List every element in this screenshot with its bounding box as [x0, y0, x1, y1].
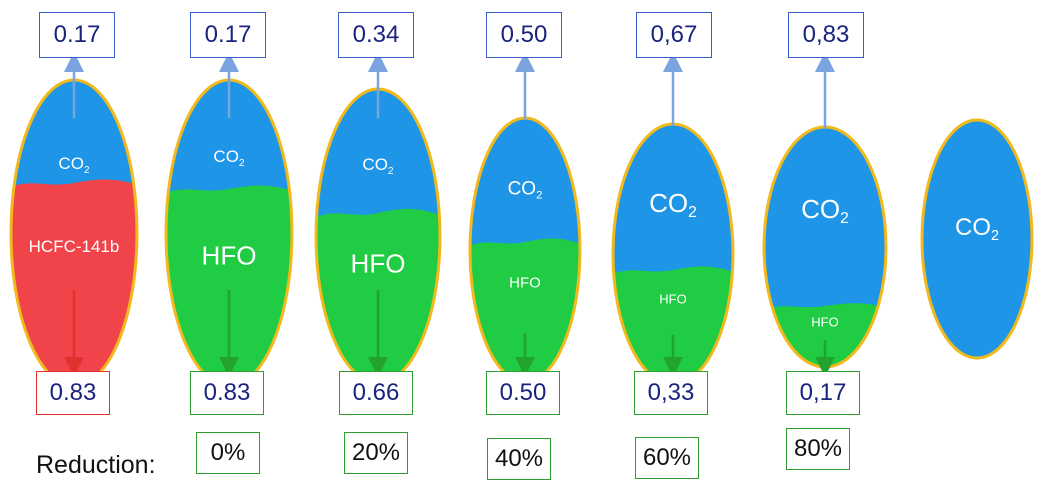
- reduction-box-5: 60%: [635, 437, 699, 479]
- reduction-box-2: 0%: [196, 432, 260, 474]
- co2-share-value-6: 0,83: [802, 21, 850, 48]
- co2-label-7: CO2: [955, 214, 999, 244]
- other-label-1: HCFC-141b: [29, 237, 120, 257]
- hfo-share-box-5: 0,33: [634, 371, 708, 415]
- reduction-label: Reduction:: [36, 451, 156, 479]
- reduction-box-6: 80%: [786, 428, 850, 470]
- co2-share-value-5: 0,67: [650, 21, 698, 48]
- reduction-value-5: 60%: [642, 444, 692, 471]
- co2-share-value-1: 0.17: [53, 21, 101, 48]
- hfo-share-box-4: 0.50: [486, 371, 560, 415]
- co2-share-value-2: 0.17: [204, 21, 252, 48]
- other-label-text-1: HCFC-141b: [28, 237, 120, 256]
- other-label-text-2: HFO: [201, 240, 257, 271]
- reduction-box-4: 40%: [487, 438, 551, 480]
- co2-share-box-1: 0.17: [39, 12, 115, 58]
- other-label-6: HFO: [811, 315, 838, 330]
- co2-label-5: CO2: [649, 188, 697, 222]
- hfo-share-value-6: 0,17: [799, 379, 847, 406]
- hfo-share-box-6: 0,17: [786, 371, 860, 415]
- co2-label-sub-7: 2: [990, 228, 1000, 245]
- co2-label-text-7: CO: [954, 213, 991, 241]
- co2-label-4: CO2: [508, 179, 543, 202]
- co2-label-text-3: CO: [362, 155, 388, 175]
- reduction-value-2: 0%: [210, 439, 246, 466]
- hfo-share-value-2: 0.83: [203, 379, 251, 406]
- co2-label-text-4: CO: [507, 178, 537, 200]
- co2-share-value-4: 0.50: [500, 21, 548, 48]
- hcfc-share-box: 0.83: [36, 371, 110, 415]
- co2-fill-7: [922, 120, 1032, 358]
- co2-label-3: CO2: [362, 155, 393, 177]
- reduction-value-4: 40%: [494, 445, 544, 472]
- blend-fill-1: [11, 179, 137, 386]
- co2-label-sub-5: 2: [688, 204, 697, 222]
- other-label-text-5: HFO: [659, 291, 687, 307]
- reduction-value-6: 80%: [793, 435, 843, 462]
- blend-fill-5: [613, 266, 733, 384]
- other-label-text-3: HFO: [350, 248, 406, 279]
- ellipse-outline-7: [920, 118, 1034, 360]
- other-label-3: HFO: [351, 249, 406, 280]
- co2-label-1: CO2: [58, 154, 89, 176]
- hfo-share-value-3: 0.66: [352, 379, 400, 406]
- other-label-2: HFO: [202, 241, 257, 272]
- co2-share-box-3: 0.34: [338, 12, 414, 58]
- co2-label-sub-3: 2: [387, 165, 394, 177]
- co2-share-box-2: 0.17: [190, 12, 266, 58]
- hfo-share-value-5: 0,33: [647, 379, 695, 406]
- co2-label-text-1: CO: [58, 154, 84, 174]
- other-label-text-6: HFO: [811, 314, 839, 330]
- co2-share-box-4: 0.50: [486, 12, 562, 58]
- co2-label-text-2: CO: [213, 147, 239, 167]
- co2-label-sub-4: 2: [536, 189, 543, 202]
- hfo-share-box-2: 0.83: [190, 371, 264, 415]
- reduction-value-3: 20%: [351, 439, 401, 466]
- hfo-share-value-4: 0.50: [499, 379, 547, 406]
- co2-label-sub-2: 2: [238, 157, 245, 169]
- other-label-text-4: HFO: [509, 274, 541, 292]
- co2-label-text-5: CO: [649, 187, 689, 218]
- reduction-box-3: 20%: [344, 432, 408, 474]
- co2-share-value-3: 0.34: [352, 21, 400, 48]
- other-label-4: HFO: [509, 275, 541, 292]
- hfo-share-box-3: 0.66: [339, 371, 413, 415]
- blend-fill-4: [470, 238, 580, 382]
- hcfc-share-value: 0.83: [49, 379, 97, 406]
- blend-fill-2: [166, 185, 292, 386]
- other-label-5: HFO: [659, 292, 686, 307]
- co2-share-box-5: 0,67: [636, 12, 712, 58]
- co2-share-box-6: 0,83: [788, 12, 864, 58]
- co2-label-sub-1: 2: [83, 164, 90, 176]
- co2-label-text-6: CO: [801, 193, 841, 224]
- co2-label-6: CO2: [801, 194, 849, 228]
- co2-label-2: CO2: [213, 147, 244, 169]
- co2-label-sub-6: 2: [840, 210, 849, 228]
